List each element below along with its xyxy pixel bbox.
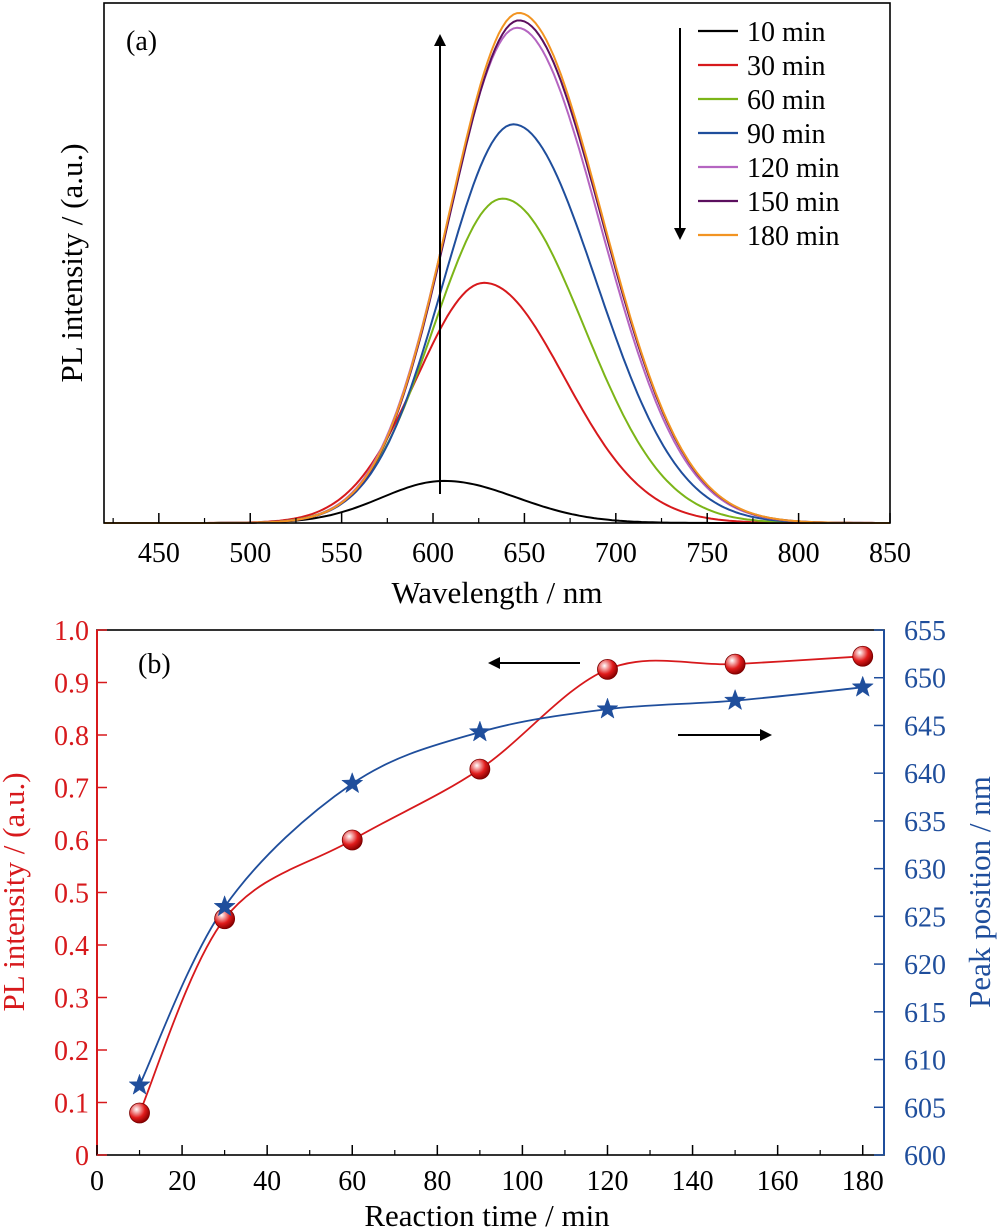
panel-a-frame [103,2,891,524]
panel-b-right-tick-label: 635 [904,807,946,838]
panel-b-x-tick-label: 0 [90,1166,104,1197]
panel-a-x-axis-label: Wavelength / nm [391,575,602,610]
panel-b-right-tick-label: 605 [904,1093,946,1124]
panel-b-intensity-point [597,658,618,680]
panel-b-intensity-point [852,645,874,667]
panel-b-x-tick-label: 160 [757,1166,799,1197]
panel-a-y-axis-label: PL intensity / (a.u.) [54,143,89,382]
panel-b-left-y-axis-label: PL intensity / (a.u.) [0,772,31,1011]
panel-b-right-tick-label: 600 [904,1141,946,1172]
panel-b-x-ticks: 0 20 40 60 80 100 120 140 160 180 [90,1145,884,1197]
panel-b-x-tick-label: 140 [672,1166,714,1197]
panel-b-x-tick-label: 180 [842,1166,884,1197]
panel-a-legend-label: 90 min [747,119,826,150]
panel-b-right-tick-label: 630 [904,855,946,886]
panel-b-right-tick-label: 615 [904,998,946,1029]
panel-b-right-tick-label: 610 [904,1046,946,1077]
panel-a-legend-label: 150 min [747,187,840,218]
panel-b-peak-point [213,895,236,917]
panel-b-x-tick-label: 80 [423,1166,451,1197]
panel-b-points [128,645,874,1124]
panel-b: 0 20 40 60 80 100 120 140 160 180 0 0.1 0.2 0.3 0.4 0.… [0,616,997,1229]
panel-b-left-tick-label: 0.5 [54,879,89,910]
panel-b-left-tick-label: 0.4 [54,931,89,962]
panel-b-right-y-ticks: 600 605 610 615 620 625 630 635 640 645 650 655 [874,616,946,1172]
panel-a-series-line [104,281,890,524]
panel-a-x-tick-label: 750 [686,538,728,569]
panel-b-right-tick-label: 620 [904,950,946,981]
panel-a-series-line [104,123,890,524]
panel-b-frame [96,629,885,1156]
panel-a-x-tick-label: 550 [321,538,363,569]
panel-b-left-tick-label: 1.0 [54,616,89,647]
panel-b-peak-point [596,697,619,719]
panel-a-x-tick-label: 850 [869,538,911,569]
panel-b-intensity-point [724,653,746,675]
panel-b-label: (b) [138,649,171,680]
panel-a-x-tick-label: 800 [778,538,820,569]
panel-b-left-tick-label: 0.3 [54,984,89,1015]
panel-a-legend-label: 10 min [747,17,826,48]
panel-a-x-tick-label: 650 [503,538,545,569]
panel-b-right-y-axis-label: Peak position / nm [962,776,997,1008]
panel-b-right-tick-label: 655 [904,616,946,647]
panel-b-intensity-point [129,1102,150,1124]
panel-a-x-tick-label: 600 [412,538,454,569]
panel-b-peak-point [851,675,874,697]
panel-a: 450 500 550 600 650 700 750 800 850 (a) Waveleng… [54,2,911,610]
panel-a-label: (a) [126,26,157,57]
panel-a-series-line [104,479,890,524]
panel-b-intensity-point [214,908,236,930]
panel-b-left-tick-label: 0.1 [54,1089,89,1120]
panel-b-intensity-point [469,758,491,780]
panel-b-left-tick-label: 0.7 [54,774,89,805]
panel-b-right-tick-label: 625 [904,902,946,933]
panel-b-curves [138,655,863,1114]
panel-b-x-axis-label: Reaction time / min [364,1198,610,1229]
panel-a-x-tick-label: 450 [138,538,180,569]
panel-b-left-tick-label: 0.9 [54,669,89,700]
panel-a-legend-label: 60 min [747,85,826,116]
panel-a-legend-label: 120 min [747,153,840,184]
panel-b-left-y-ticks: 0 0.1 0.2 0.3 0.4 0.5 0.6 0.7 0.8 0.9 1.0 [54,616,107,1172]
panel-a-x-tick-label: 700 [595,538,637,569]
panel-b-right-tick-label: 645 [904,711,946,742]
panel-b-x-tick-label: 20 [168,1166,196,1197]
panel-b-left-tick-label: 0.2 [54,1036,89,1067]
panel-b-series-curve [138,686,863,1086]
panel-b-x-tick-label: 40 [253,1166,281,1197]
panel-a-legend-label: 180 min [747,221,840,252]
panel-a-x-tick-label: 500 [229,538,271,569]
panel-b-peak-point [128,1073,151,1095]
panel-b-left-tick-label: 0.6 [54,826,89,857]
panel-b-x-tick-label: 120 [586,1166,628,1197]
panel-a-x-ticks: 450 500 550 600 650 700 750 800 850 [112,513,911,569]
panel-b-right-tick-label: 650 [904,664,946,695]
panel-b-left-tick-label: 0.8 [54,721,89,752]
panel-b-left-tick-label: 0 [75,1141,89,1172]
panel-b-x-tick-label: 100 [501,1166,543,1197]
panel-b-peak-point [723,688,747,711]
panel-b-series-curve [138,655,863,1114]
panel-b-intensity-point [341,829,363,851]
panel-b-right-tick-label: 640 [904,759,946,790]
panel-b-x-tick-label: 60 [338,1166,366,1197]
panel-b-peak-point [341,771,364,794]
panel-b-peak-point [468,720,492,742]
panel-a-legend-label: 30 min [747,51,826,82]
